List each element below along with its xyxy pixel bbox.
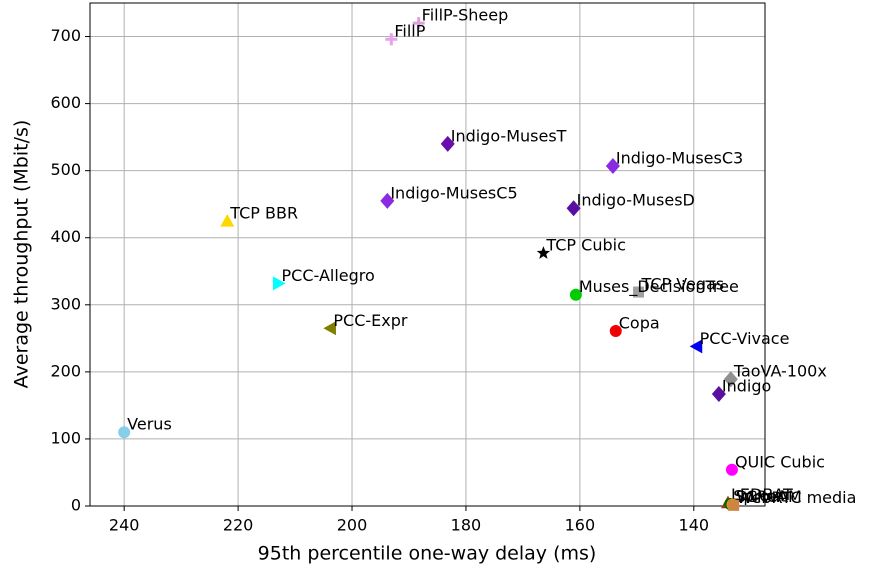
point: [723, 371, 738, 388]
point-label: Verus: [127, 415, 172, 434]
point: [412, 17, 425, 30]
point: [118, 426, 131, 439]
y-tick-label: 700: [50, 26, 81, 45]
point-label: LEDBAT: [731, 485, 793, 504]
y-tick-label: 100: [50, 428, 81, 447]
point-label: WebRTC media: [737, 488, 857, 507]
y-tick-label: 300: [50, 294, 81, 313]
point-label: PCC-Expr: [333, 311, 408, 330]
point: [711, 385, 726, 402]
point-label: Indigo-MusesC5: [390, 183, 517, 202]
point: [272, 276, 286, 291]
y-tick-label: 0: [71, 496, 81, 515]
point-label: SCReAM: [736, 487, 802, 506]
x-axis-label: 95th percentile one-way delay (ms): [258, 543, 597, 565]
point-label: TaoVA-100x: [733, 362, 827, 381]
point: [380, 192, 395, 209]
y-tick-label: 500: [50, 160, 81, 179]
point: [689, 339, 703, 354]
point-label: TCP BBR: [229, 203, 298, 222]
point-label: Muses_DecisionTree: [579, 277, 739, 297]
point-label: QUIC Cubic: [735, 452, 825, 471]
point-label: PCC-Allegro: [282, 266, 375, 285]
point: [728, 499, 740, 511]
x-tick-label: 180: [451, 516, 482, 535]
plot-frame: [89, 2, 766, 507]
point-label: TCP Vegas: [641, 275, 725, 294]
point-label: Indigo: [722, 376, 771, 395]
x-tick-label: 200: [337, 516, 368, 535]
point-label: Indigo-MusesT: [451, 126, 567, 145]
y-tick-label: 600: [50, 93, 81, 112]
point: [605, 157, 620, 174]
point-label: PCC-Vivace: [700, 329, 790, 348]
point: [220, 213, 235, 227]
point-label: Indigo-MusesD: [577, 191, 695, 210]
point-label: FillP-Sheep: [422, 6, 509, 25]
point: [569, 288, 582, 301]
y-axis-label: Average throughput (Mbit/s): [11, 120, 33, 389]
x-tick-label: 160: [565, 516, 596, 535]
point: [323, 321, 336, 336]
point-label: Sprout: [733, 486, 786, 505]
x-tick-label: 220: [223, 516, 254, 535]
y-tick-label: 200: [50, 361, 81, 380]
point: [385, 33, 398, 46]
y-tick-label: 400: [50, 227, 81, 246]
point-label: FillP: [394, 22, 425, 41]
point: [566, 200, 581, 217]
point-label: Copa: [619, 313, 660, 332]
point: [725, 463, 738, 476]
point: [633, 286, 645, 298]
point: [609, 324, 622, 337]
x-tick-label: 140: [679, 516, 710, 535]
point: [536, 246, 551, 259]
x-tick-label: 240: [109, 516, 140, 535]
point-label: Indigo-MusesC3: [616, 148, 743, 167]
point-label: TCP Cubic: [545, 236, 625, 255]
point: [440, 135, 455, 152]
